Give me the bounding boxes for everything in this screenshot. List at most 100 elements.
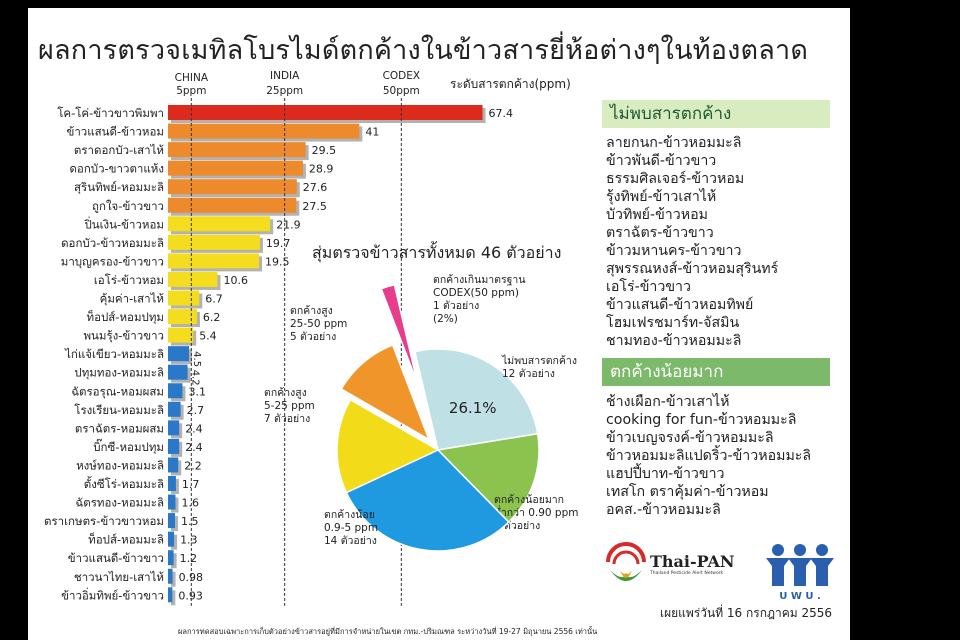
pie-slice-label: 5 ตัวอย่าง bbox=[290, 331, 336, 343]
bar-value-label: 67.4 bbox=[489, 107, 514, 120]
pie-title: สุ่มตรวจข้าวสารทั้งหมด 46 ตัวอย่าง bbox=[312, 241, 561, 263]
reference-name-codex: CODEX bbox=[383, 70, 421, 82]
bar bbox=[168, 364, 188, 380]
bar-value-label: 4.5 bbox=[191, 351, 202, 367]
no-residue-brand-item: บัวทิพย์-ข้าวหอม bbox=[606, 207, 708, 223]
bar-value-label: 1.5 bbox=[181, 515, 199, 528]
pie-slice-label: 0.9-5 ppm bbox=[324, 522, 378, 534]
bar-category-label: ตั้งซีโร่-หอมมะลิ bbox=[84, 476, 164, 491]
pie-slice-label: 25-50 ppm bbox=[290, 318, 347, 330]
pie-slice bbox=[340, 344, 431, 442]
bar bbox=[168, 531, 175, 547]
bar-category-label: ข้าวอิ่มทิพย์-ข้าวขาว bbox=[61, 587, 164, 602]
pie-slice-label: 1 ตัวอย่าง bbox=[433, 300, 479, 312]
bar-value-label: 2.4 bbox=[185, 441, 203, 454]
wwu-wordmark: U W U . bbox=[779, 591, 821, 602]
publish-date: เผยแพร่วันที่ 16 กรกฎาคม 2556 bbox=[660, 606, 833, 620]
pie-slice-label: ตกค้างน้อยมาก bbox=[494, 494, 564, 506]
no-residue-brand-item: ข้าวมหานคร-ข้าวขาว bbox=[606, 243, 742, 259]
bar bbox=[168, 346, 189, 362]
no-residue-box-title: ไม่พบสารตกค้าง bbox=[602, 100, 830, 128]
bar bbox=[168, 271, 218, 287]
bar bbox=[168, 327, 194, 343]
reference-limit-china: 5ppm bbox=[176, 85, 206, 97]
thai-pan-wordmark: Thai-PAN bbox=[650, 552, 735, 571]
pie-slice bbox=[414, 348, 539, 451]
bar-value-label: 4.2 bbox=[190, 370, 201, 386]
bar bbox=[168, 253, 259, 269]
pie-slice-label: (2%) bbox=[433, 313, 458, 325]
page-title: ผลการตรวจเมทิลโบรไมด์ตกค้างในข้าวสารยี่ห… bbox=[38, 35, 809, 66]
bar-value-label: 29.5 bbox=[312, 144, 337, 157]
pie-slice bbox=[336, 398, 440, 494]
bar bbox=[168, 587, 173, 603]
bar bbox=[168, 160, 303, 176]
bar bbox=[168, 179, 297, 195]
bar-category-label: คุ้มค่า-เสาไห้ bbox=[100, 292, 164, 306]
bar-value-label: 2.7 bbox=[187, 404, 205, 417]
bar-value-label: 41 bbox=[365, 126, 379, 139]
thai-pan-emblem-icon bbox=[606, 542, 646, 581]
bar-category-label: พนมรุ้ง-ข้าวขาว bbox=[83, 329, 164, 343]
bar bbox=[168, 197, 297, 213]
no-residue-brand-item: สุพรรณหงส์-ข้าวหอมสุรินทร์ bbox=[606, 261, 779, 277]
reference-limit-codex: 50ppm bbox=[383, 85, 420, 97]
bar-value-label: 19.7 bbox=[266, 237, 291, 250]
bar-value-label: 10.6 bbox=[223, 274, 248, 287]
bar-category-label: ตราเกษตร-ข้าวขาวหอม bbox=[44, 514, 164, 528]
bar-value-label: 1.3 bbox=[180, 534, 198, 547]
no-residue-brand-item: ข้าวพันดี-ข้าวขาว bbox=[606, 153, 717, 169]
very-low-residue-list: ช้างเผือก-ข้าวเสาไห้ cooking for fun-ข้าว… bbox=[606, 393, 811, 519]
very-low-residue-brand-item: ช้างเผือก-ข้าวเสาไห้ bbox=[606, 394, 730, 410]
bar-category-label: ปทุมทอง-หอมมะลิ bbox=[74, 366, 164, 380]
bar-value-label: 3.1 bbox=[188, 385, 206, 398]
bar-value-label: 1.6 bbox=[181, 497, 199, 510]
value-axis-label: ระดับสารตกค้าง(ppm) bbox=[450, 77, 571, 91]
bar-category-label: ไก่แจ้เขียว-หอมมะลิ bbox=[64, 347, 164, 361]
bar-category-label: ท็อปส์-หอมปทุม bbox=[87, 309, 165, 324]
bar-value-label: 1.2 bbox=[180, 552, 198, 565]
bar-category-label: ตราดอกบัว-เสาไห้ bbox=[74, 143, 164, 157]
bar bbox=[168, 550, 174, 566]
footnote: ผลการทดสอบเฉพาะการเก็บตัวอย่างข้าวสารอยู… bbox=[178, 627, 598, 636]
bar-category-label: บิ๊กซี-หอมปทุม bbox=[93, 438, 164, 454]
pie-slice-label: 5-25 ppm bbox=[264, 400, 315, 412]
bar-shadow bbox=[171, 571, 176, 587]
pie-slice-label: 7 ตัวอย่าง bbox=[264, 413, 310, 425]
pie-slice-label: ไม่พบสารตกค้าง bbox=[501, 354, 577, 367]
bar-category-label: หงษ์ทอง-หอมมะลิ bbox=[76, 458, 164, 472]
bar bbox=[168, 438, 180, 454]
no-residue-brand-item: ลายกนก-ข้าวหอมมะลิ bbox=[606, 135, 742, 151]
bar-value-label: 5.4 bbox=[199, 330, 217, 343]
bar-category-label: ชาวนาไทย-เสาไห้ bbox=[74, 570, 164, 584]
bar-category-label: ฉัตรอรุณ-หอมผสม bbox=[71, 384, 164, 398]
bar-value-label: 27.5 bbox=[302, 200, 327, 213]
very-low-residue-brand-item: ข้าวหอมมะลิแปดริ้ว-ข้าวหอมมะลิ bbox=[606, 448, 812, 464]
bar-category-label: ถูกใจ-ข้าวขาว bbox=[92, 199, 164, 213]
reference-name-china: CHINA bbox=[175, 72, 209, 84]
pie-slice bbox=[380, 283, 419, 384]
reference-limit-india: 25ppm bbox=[266, 85, 303, 97]
pie-slice-label: ตกค้างสูง bbox=[264, 387, 307, 399]
bar-category-label: ดอกบัว-ข้าวหอมมะลิ bbox=[61, 236, 164, 250]
bar bbox=[168, 290, 200, 306]
bar bbox=[168, 568, 173, 584]
pie-slice bbox=[436, 432, 540, 524]
wwu-figures-icon: U W U . bbox=[766, 544, 834, 602]
bar-category-label: ปิ่นเงิน-ข้าวหอม bbox=[84, 216, 164, 231]
bar-shadow bbox=[171, 590, 176, 606]
bar-category-label: สุรินทิพย์-หอมมะลิ bbox=[74, 180, 164, 194]
bar-category-label: ฉัตรทอง-หอมมะลิ bbox=[75, 496, 164, 510]
no-residue-brand-item: ข้าวแสนดี-ข้าวหอมทิพย์ bbox=[606, 297, 754, 313]
pie-slice-label: ตกค้างเกินมาตรฐาน bbox=[433, 274, 526, 286]
pie-slice-percent-label: 26.1% bbox=[449, 399, 497, 417]
bar-value-label: 2.4 bbox=[185, 422, 203, 435]
very-low-residue-brand-item: เทสโก ตราคุ้มค่า-ข้าวหอม bbox=[606, 484, 769, 500]
bar bbox=[168, 105, 483, 120]
bar bbox=[168, 420, 180, 436]
bar-value-label: 2.2 bbox=[184, 459, 202, 472]
pie-slice-label: ต่ำกว่า 0.90 ppm bbox=[494, 505, 578, 519]
bar bbox=[168, 142, 306, 158]
no-residue-brand-item: รุ้งทิพย์-ข้าวเสาไห้ bbox=[606, 189, 717, 205]
pie-slice-label: CODEX(50 ppm) bbox=[433, 287, 519, 299]
